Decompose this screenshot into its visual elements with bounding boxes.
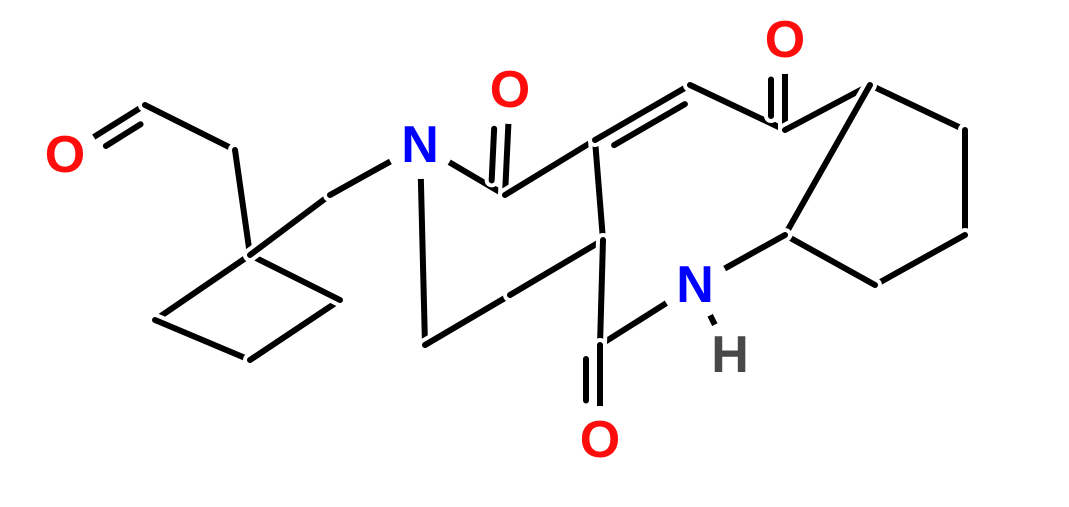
atom-H: H xyxy=(711,326,749,384)
atom-N: N xyxy=(401,116,439,174)
molecule-canvas: ONOONOH xyxy=(0,0,1069,507)
atom-O: O xyxy=(765,11,805,69)
bond xyxy=(155,320,250,360)
bond xyxy=(505,115,509,195)
bond xyxy=(785,235,875,285)
bond xyxy=(155,255,250,320)
bond xyxy=(250,195,330,255)
bond xyxy=(250,255,340,300)
bond xyxy=(717,235,785,273)
atom-O: O xyxy=(490,61,530,119)
bond xyxy=(505,140,595,195)
bond xyxy=(330,157,398,195)
bond xyxy=(425,295,510,345)
bond xyxy=(145,105,235,150)
atom-O: O xyxy=(580,411,620,469)
bond xyxy=(600,240,603,345)
bond xyxy=(250,300,340,360)
atom-N: N xyxy=(676,256,714,314)
bond xyxy=(875,235,965,285)
atom-O: O xyxy=(45,126,85,184)
bond xyxy=(492,129,494,181)
bond xyxy=(510,240,603,295)
bond xyxy=(600,299,673,345)
bond xyxy=(870,85,965,130)
